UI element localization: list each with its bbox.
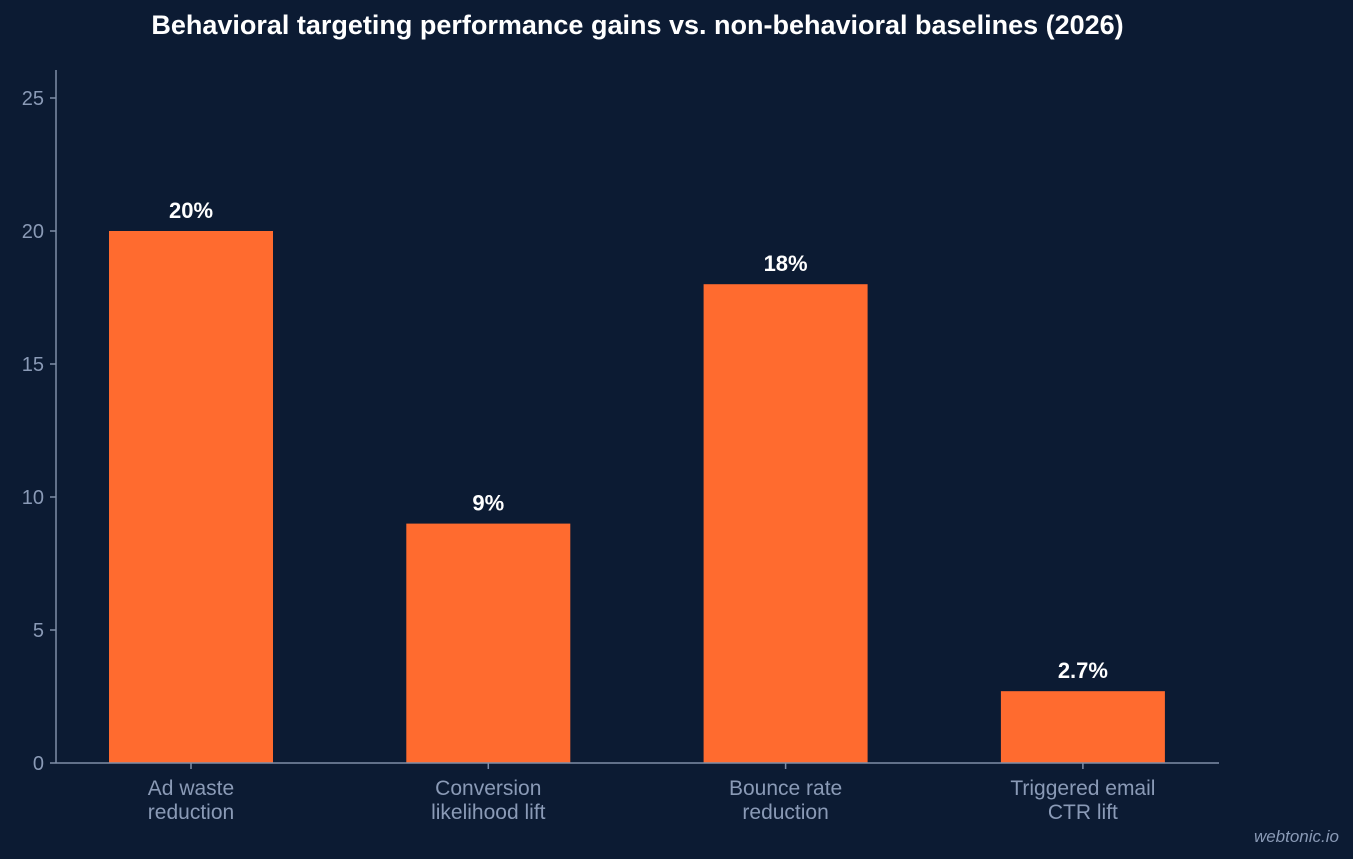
x-category-label: Bounce rate reduction: [729, 777, 842, 824]
y-tick-label: 25: [22, 88, 44, 110]
data-labels: 20% 9% 18% 2.7%: [169, 198, 1108, 683]
axes-layer: [55, 70, 1219, 764]
watermark: webtonic.io: [1253, 827, 1339, 846]
x-category-label-line: reduction: [148, 801, 234, 824]
x-category-label-line: reduction: [742, 801, 828, 824]
x-category-label: Conversion likelihood lift: [431, 777, 546, 824]
y-tick-label: 10: [22, 487, 44, 509]
x-category-label-line: Ad waste: [148, 777, 234, 800]
bars-layer: [109, 231, 1165, 763]
bar: [1000, 691, 1165, 763]
bar-value-label: 9%: [472, 491, 504, 516]
y-tick-label: 15: [22, 354, 44, 376]
x-category-label-line: Triggered email: [1010, 777, 1155, 800]
y-tick-label: 5: [33, 620, 44, 642]
bar-value-label: 20%: [169, 198, 213, 223]
x-category-label-line: Bounce rate: [729, 777, 842, 800]
y-tick-label: 0: [33, 753, 44, 775]
y-ticks: 0 5 10 15 20 25: [22, 88, 56, 775]
bar-value-label: 2.7%: [1058, 658, 1108, 683]
y-tick-label: 20: [22, 221, 44, 243]
bar: [406, 523, 571, 763]
bar: [703, 284, 868, 763]
x-category-label: Triggered email CTR lift: [1010, 777, 1155, 824]
chart-title: Behavioral targeting performance gains v…: [151, 10, 1124, 40]
bar: [109, 231, 273, 763]
x-category-label: Ad waste reduction: [148, 777, 234, 824]
bar-value-label: 18%: [764, 251, 808, 276]
x-category-label-line: likelihood lift: [431, 801, 546, 824]
x-category-label-line: Conversion: [435, 777, 541, 800]
x-category-label-line: CTR lift: [1048, 801, 1118, 824]
